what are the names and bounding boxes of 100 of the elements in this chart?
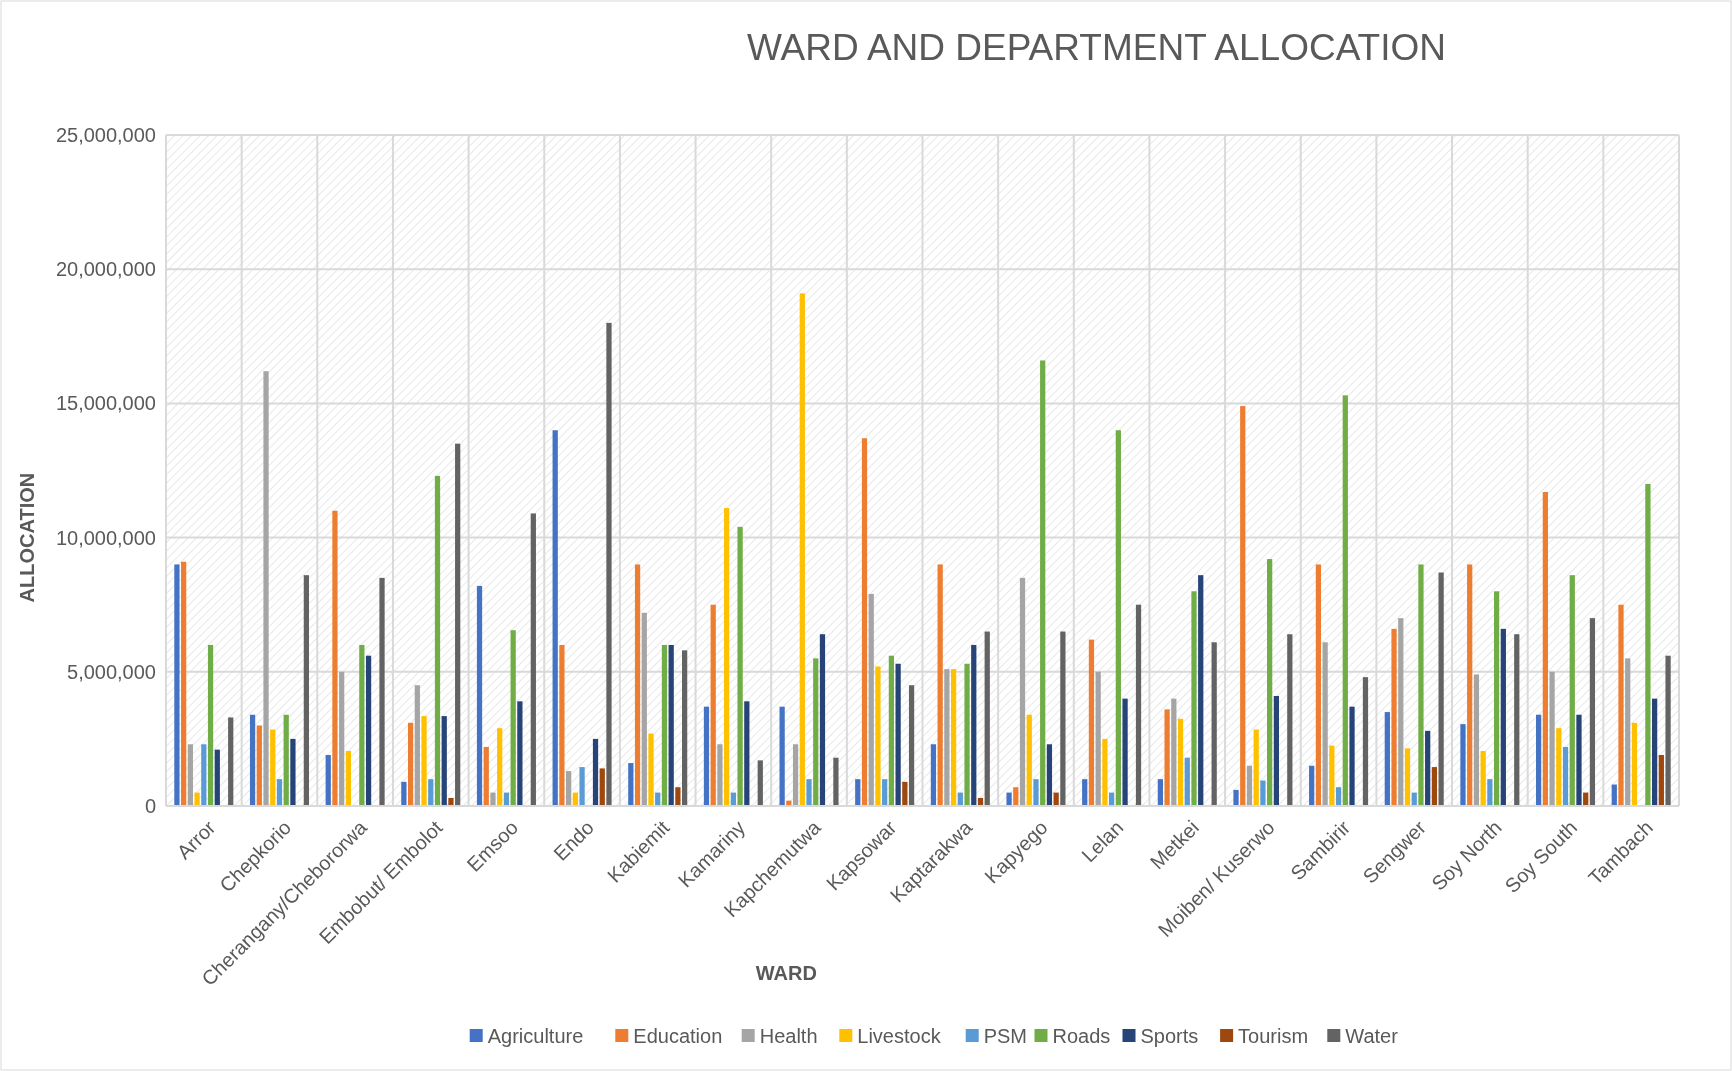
- legend-label: Water: [1345, 1025, 1399, 1047]
- bar: [895, 663, 901, 806]
- bar: [345, 750, 352, 806]
- bar: [964, 663, 970, 806]
- bar: [861, 438, 868, 806]
- bar: [703, 706, 710, 806]
- bar: [490, 792, 496, 806]
- bar: [1631, 722, 1638, 806]
- bar: [476, 585, 483, 806]
- bar: [882, 779, 888, 806]
- bar: [483, 746, 489, 806]
- bar: [1625, 658, 1631, 806]
- bar: [414, 685, 420, 806]
- bar: [1006, 792, 1012, 806]
- y-tick-label: 25,000,000: [55, 124, 156, 146]
- bar: [1046, 744, 1053, 806]
- bar: [1102, 738, 1108, 806]
- bar: [325, 755, 331, 806]
- bar: [290, 738, 296, 806]
- bar: [401, 781, 407, 806]
- bar: [256, 725, 262, 806]
- bar: [1309, 765, 1315, 806]
- bar: [579, 767, 585, 806]
- bar: [201, 744, 207, 806]
- legend-label: Sports: [1140, 1025, 1199, 1047]
- bar: [950, 669, 957, 806]
- bar: [855, 779, 861, 806]
- bar: [1191, 591, 1197, 806]
- bar: [628, 763, 634, 806]
- bar: [737, 526, 743, 806]
- y-tick-label: 15,000,000: [55, 392, 156, 415]
- bar: [1060, 631, 1066, 806]
- bar: [813, 658, 819, 806]
- bar: [1652, 698, 1658, 806]
- bar: [1514, 634, 1520, 806]
- bar: [1342, 395, 1348, 806]
- bar: [799, 293, 805, 806]
- bar: [668, 644, 674, 806]
- y-axis-title: ALLOCATION: [16, 472, 38, 603]
- bar: [1467, 564, 1473, 806]
- bar: [1164, 709, 1170, 806]
- bar: [1115, 430, 1121, 806]
- x-axis-title: WARD: [755, 962, 817, 984]
- bar: [1198, 575, 1204, 806]
- bar: [276, 779, 283, 806]
- bar: [1384, 712, 1390, 806]
- bar: [428, 779, 434, 806]
- bar: [682, 650, 688, 806]
- bar: [792, 744, 799, 806]
- bar: [448, 797, 454, 806]
- bar: [634, 564, 641, 806]
- bar: [1542, 491, 1548, 806]
- bar: [263, 371, 269, 806]
- bar: [1562, 746, 1569, 806]
- y-tick-label: 10,000,000: [55, 526, 156, 549]
- bar: [971, 644, 977, 806]
- bar: [249, 714, 256, 806]
- bar: [648, 733, 654, 806]
- bar: [1404, 748, 1411, 806]
- bar: [510, 630, 516, 806]
- bar: [1322, 642, 1328, 806]
- bar: [379, 577, 385, 806]
- bar: [902, 781, 908, 806]
- bar: [1240, 406, 1246, 806]
- bar: [661, 644, 668, 806]
- bar: [181, 561, 187, 806]
- bar: [833, 757, 839, 806]
- bar: [1040, 360, 1046, 806]
- bar: [1493, 591, 1500, 806]
- bar: [984, 631, 990, 806]
- bar: [270, 729, 276, 806]
- bar: [421, 716, 427, 806]
- bar: [1335, 787, 1342, 806]
- bar: [214, 749, 220, 806]
- bar: [1315, 564, 1322, 806]
- legend-label: PSM: [983, 1025, 1028, 1047]
- bar: [710, 604, 716, 806]
- bar: [1019, 577, 1026, 806]
- bar: [1460, 724, 1466, 806]
- bar: [1157, 779, 1163, 806]
- bar: [566, 771, 572, 806]
- bar: [434, 475, 441, 806]
- bar: [1082, 779, 1088, 806]
- bar: [944, 669, 950, 806]
- bar: [207, 644, 214, 806]
- bar: [1273, 695, 1279, 806]
- bar: [868, 593, 874, 806]
- bar: [283, 714, 289, 806]
- bar: [779, 706, 785, 806]
- bar: [1473, 674, 1480, 806]
- bar: [1418, 564, 1424, 806]
- bar: [1589, 618, 1596, 806]
- bar: [1246, 765, 1253, 806]
- bar: [1618, 604, 1624, 806]
- legend-label: Education: [633, 1025, 723, 1047]
- bar: [1569, 575, 1575, 806]
- bar: [1665, 655, 1671, 806]
- bar: [187, 744, 193, 806]
- bar: [359, 644, 365, 806]
- bar: [1260, 780, 1266, 806]
